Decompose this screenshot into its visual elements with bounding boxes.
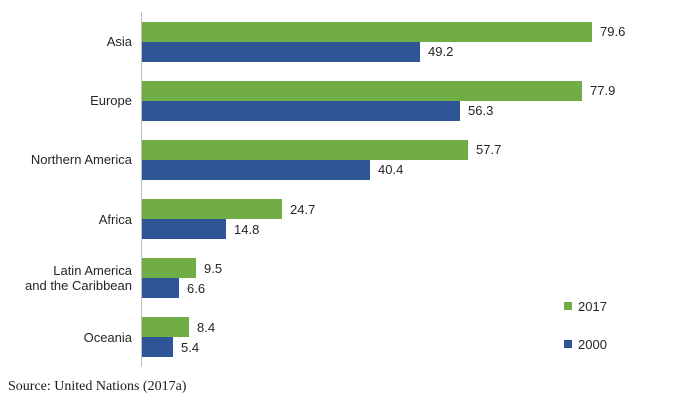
value-label: 14.8	[234, 221, 260, 237]
value-label: 77.9	[590, 83, 616, 99]
category-row: Latin America and the Caribbean 9.5 6.6	[0, 248, 682, 308]
bar-2017	[142, 258, 196, 279]
bar-row-2000: 5.4	[142, 337, 682, 358]
value-label: 57.7	[476, 142, 502, 158]
value-label: 9.5	[204, 260, 223, 276]
bar-2017	[142, 317, 189, 338]
value-label: 49.2	[428, 44, 454, 60]
bar-2017	[142, 21, 592, 42]
bar-row-2017: 57.7	[142, 139, 682, 160]
bar-group: 24.7 14.8	[141, 189, 682, 249]
bar-row-2017: 24.7	[142, 199, 682, 220]
bar-row-2000: 6.6	[142, 278, 682, 299]
bar-group: 79.6 49.2	[141, 12, 682, 72]
category-label: Asia	[106, 34, 132, 50]
legend-swatch-2017	[564, 302, 572, 310]
bar-row-2017: 9.5	[142, 258, 682, 279]
bar-row-2000: 49.2	[142, 41, 682, 62]
bar-2000	[142, 159, 370, 180]
bar-row-2000: 56.3	[142, 100, 682, 121]
category-label: Northern America	[30, 152, 132, 168]
bar-2017	[142, 139, 468, 160]
value-label: 8.4	[197, 319, 216, 335]
category-row: Northern America 57.7 40.4	[0, 130, 682, 190]
bar-group: 77.9 56.3	[141, 71, 682, 131]
category-label: Europe	[90, 93, 132, 109]
category-label: Oceania	[83, 329, 132, 345]
legend-label-2017: 2017	[578, 298, 607, 314]
legend-item-2017: 2017	[564, 298, 607, 314]
bar-row-2017: 77.9	[142, 80, 682, 101]
bar-row-2017: 79.6	[142, 21, 682, 42]
bar-2017	[142, 199, 282, 220]
bar-2000	[142, 219, 226, 240]
legend: 2017 2000	[564, 298, 607, 352]
bar-row-2000: 14.8	[142, 219, 682, 240]
value-label: 24.7	[290, 201, 316, 217]
category-row: Europe 77.9 56.3	[0, 71, 682, 131]
bar-group: 9.5 6.6	[141, 248, 682, 308]
bar-2000	[142, 41, 420, 62]
plot-area: Asia 79.6 49.2 Europe 77.9 56.3 Northern Ameri…	[0, 12, 682, 367]
category-row: Asia 79.6 49.2	[0, 12, 682, 72]
category-row: Africa 24.7 14.8	[0, 189, 682, 249]
value-label: 6.6	[187, 280, 206, 296]
value-label: 40.4	[378, 162, 404, 178]
bar-2000	[142, 100, 460, 121]
bar-2000	[142, 278, 179, 299]
source-note: Source: United Nations (2017a)	[8, 379, 187, 394]
bar-row-2017: 8.4	[142, 317, 682, 338]
value-label: 79.6	[600, 24, 626, 40]
bar-2017	[142, 80, 582, 101]
category-row: Oceania 8.4 5.4	[0, 307, 682, 367]
bar-row-2000: 40.4	[142, 159, 682, 180]
category-label: Africa	[98, 211, 132, 227]
legend-item-2000: 2000	[564, 336, 607, 352]
bar-group: 57.7 40.4	[141, 130, 682, 190]
bar-2000	[142, 337, 173, 358]
legend-swatch-2000	[564, 340, 572, 348]
category-label: Latin America and the Caribbean	[25, 263, 132, 294]
value-label: 5.4	[181, 339, 200, 355]
value-label: 56.3	[468, 103, 494, 119]
bar-group: 8.4 5.4	[141, 307, 682, 367]
legend-label-2000: 2000	[578, 336, 607, 352]
